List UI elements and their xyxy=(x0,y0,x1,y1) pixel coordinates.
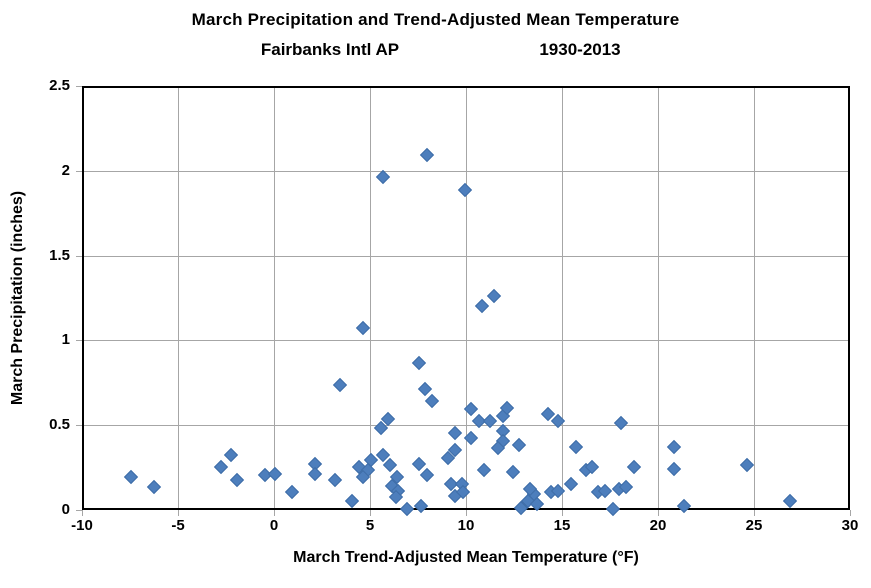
data-point[interactable] xyxy=(413,498,428,513)
data-point[interactable] xyxy=(676,498,692,513)
x-tick-label-30: 30 xyxy=(841,517,859,534)
data-point[interactable] xyxy=(569,439,584,454)
data-point[interactable] xyxy=(419,468,434,483)
gridline-horizontal-2 xyxy=(84,171,848,172)
data-point[interactable] xyxy=(229,473,244,488)
x-tick-label--10: -10 xyxy=(71,517,93,534)
x-axis-tick-0 xyxy=(274,510,275,516)
data-point[interactable] xyxy=(327,473,342,488)
gridline-vertical-15 xyxy=(562,88,563,508)
x-axis-tick-25 xyxy=(754,510,755,516)
data-point[interactable] xyxy=(613,415,628,430)
x-axis-tick-15 xyxy=(562,510,563,516)
gridline-horizontal-1 xyxy=(84,340,848,341)
x-axis-tick-20 xyxy=(658,510,659,516)
data-point[interactable] xyxy=(411,456,427,471)
x-tick-label-0: 0 xyxy=(269,517,279,534)
data-point[interactable] xyxy=(506,464,521,480)
data-point[interactable] xyxy=(605,502,620,517)
gridline-horizontal-0.5 xyxy=(84,425,848,426)
chart-subtitle-years: 1930-2013 xyxy=(539,40,621,59)
y-axis-tick-2.5 xyxy=(76,86,82,87)
x-axis-tick-5 xyxy=(370,510,371,516)
y-axis-tick-1 xyxy=(76,340,82,341)
y-tick-label-2: 2 xyxy=(61,162,70,179)
x-tick-label-15: 15 xyxy=(553,517,571,534)
data-point[interactable] xyxy=(626,459,642,474)
y-axis-tick-1.5 xyxy=(76,256,82,257)
data-point[interactable] xyxy=(344,493,359,508)
data-point[interactable] xyxy=(740,458,755,473)
data-point[interactable] xyxy=(482,414,498,429)
y-axis-tick-2 xyxy=(76,171,82,172)
x-tick-label-25: 25 xyxy=(745,517,763,534)
y-tick-label-1: 1 xyxy=(61,331,70,348)
data-point[interactable] xyxy=(448,425,463,441)
x-tick-label--5: -5 xyxy=(171,517,185,534)
data-point[interactable] xyxy=(223,447,238,463)
data-point[interactable] xyxy=(285,485,300,500)
data-point[interactable] xyxy=(667,439,682,454)
y-tick-label-2.5: 2.5 xyxy=(49,77,70,94)
data-point[interactable] xyxy=(214,459,229,474)
y-axis-title: March Precipitation (inches) xyxy=(9,190,26,406)
gridline-horizontal-1.5 xyxy=(84,256,848,257)
data-point[interactable] xyxy=(400,502,415,517)
plot-area xyxy=(82,86,850,517)
x-axis-tick-30 xyxy=(850,510,851,516)
x-axis-tick--10 xyxy=(82,510,83,516)
data-point[interactable] xyxy=(411,356,427,371)
data-point[interactable] xyxy=(425,393,440,408)
data-point[interactable] xyxy=(475,298,490,313)
gridline-vertical--5 xyxy=(178,88,179,508)
data-point[interactable] xyxy=(477,463,492,478)
gridline-vertical-0 xyxy=(274,88,275,508)
data-point[interactable] xyxy=(419,147,434,162)
x-tick-label-20: 20 xyxy=(649,517,667,534)
y-tick-label-1.5: 1.5 xyxy=(49,247,70,264)
data-point[interactable] xyxy=(146,480,162,495)
x-axis-tick-10 xyxy=(466,510,467,516)
y-axis-tick-0.5 xyxy=(76,425,82,426)
gridline-vertical-10 xyxy=(466,88,467,508)
data-point[interactable] xyxy=(486,288,501,303)
gridline-vertical-20 xyxy=(658,88,659,508)
gridline-vertical-25 xyxy=(754,88,755,508)
data-point[interactable] xyxy=(333,378,348,393)
data-point[interactable] xyxy=(356,320,371,335)
x-tick-label-10: 10 xyxy=(457,517,475,534)
data-point[interactable] xyxy=(511,437,526,452)
data-point[interactable] xyxy=(667,461,682,476)
chart-title: March Precipitation and Trend-Adjusted M… xyxy=(191,10,680,29)
gridline-vertical-5 xyxy=(370,88,371,508)
data-point[interactable] xyxy=(123,470,139,485)
data-point[interactable] xyxy=(458,183,473,198)
y-tick-label-0: 0 xyxy=(61,501,70,518)
data-point[interactable] xyxy=(417,381,432,396)
data-point[interactable] xyxy=(308,466,323,481)
data-point[interactable] xyxy=(551,414,566,429)
data-point[interactable] xyxy=(267,466,283,481)
x-axis-tick--5 xyxy=(178,510,179,516)
y-axis-tick-0 xyxy=(76,510,82,511)
data-point[interactable] xyxy=(563,476,578,491)
x-tick-label-5: 5 xyxy=(365,517,375,534)
y-tick-label-0.5: 0.5 xyxy=(49,416,70,433)
x-axis-title: March Trend-Adjusted Mean Temperature (°… xyxy=(293,549,639,566)
data-point[interactable] xyxy=(782,493,797,508)
chart-subtitle-station: Fairbanks Intl AP xyxy=(260,40,400,59)
